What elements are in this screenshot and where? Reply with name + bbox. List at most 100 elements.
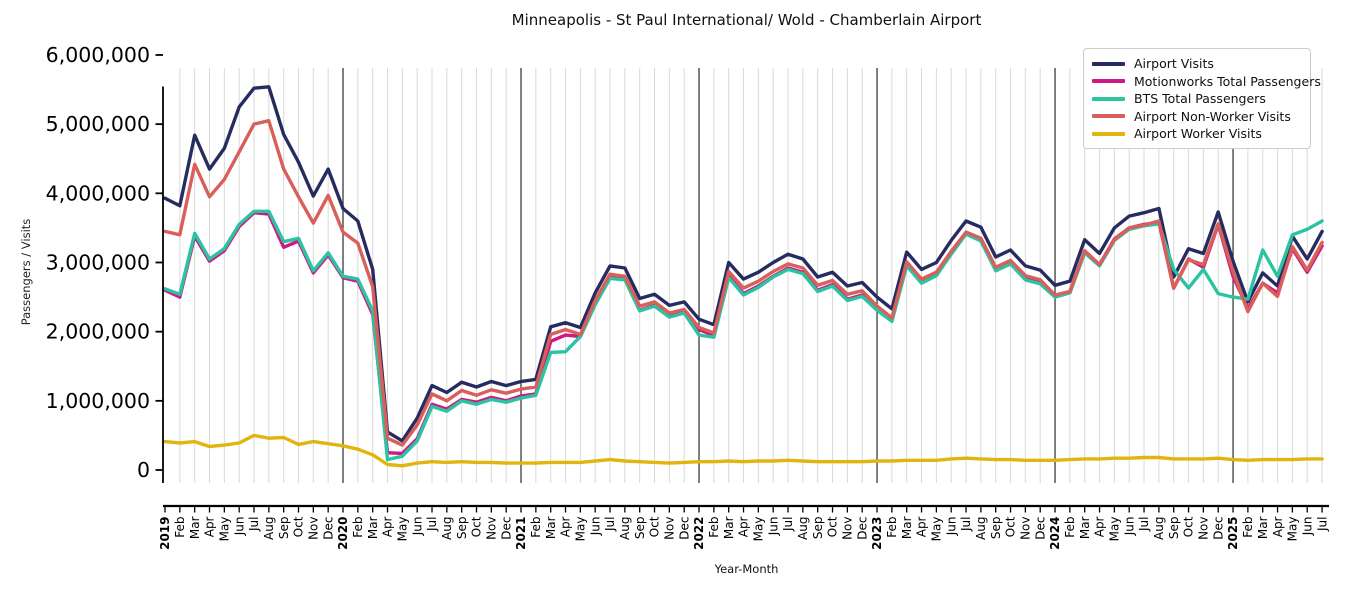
x-tick-label-month: Apr [1271, 516, 1285, 537]
x-tick-label-month: Nov [663, 517, 677, 540]
x-tick-label-year: 2021 [514, 517, 528, 550]
x-tick-label-month: Jul [1315, 517, 1329, 532]
series-line-airport-worker-visits [163, 433, 1324, 468]
x-tick-label-month: Jun [944, 517, 958, 537]
x-tick-label-month: Jul [603, 517, 617, 532]
x-tick-label-month: Feb [707, 517, 721, 538]
y-tick-label: 3,000,000 [46, 250, 150, 274]
x-tick-label-year: 2025 [1226, 517, 1240, 550]
x-tick-label-month: Oct [1182, 516, 1196, 537]
legend-item-label: BTS Total Passengers [1134, 91, 1266, 107]
x-tick-label-month: Nov [1197, 517, 1211, 540]
x-tick-label-month: Apr [915, 516, 929, 537]
legend: Airport Visits Motionworks Total Passenge… [1083, 48, 1321, 149]
x-tick-label-month: Apr [203, 516, 217, 537]
x-tick-label-month: Apr [381, 516, 395, 537]
x-tick-label-month: Aug [262, 517, 276, 540]
x-tick-label-month: Mar [1256, 516, 1270, 539]
x-tick-label-month: Jun [588, 517, 602, 537]
x-tick-label-month: May [396, 517, 410, 542]
x-tick-label-month: Oct [648, 516, 662, 537]
legend-line-swatch [1092, 61, 1125, 66]
x-tick-label-month: Nov [1019, 517, 1033, 540]
legend-item-airport-visits: Airport Visits [1084, 55, 1310, 73]
x-tick-label-month: Dec [1211, 517, 1225, 540]
x-tick-label-month: Jul [247, 517, 261, 532]
legend-line-swatch [1092, 79, 1125, 84]
x-tick-label-month: Dec [1033, 517, 1047, 540]
x-tick-label-month: Jun [766, 517, 780, 537]
x-tick-label-year: 2020 [336, 517, 350, 550]
x-tick-label-month: Dec [321, 517, 335, 540]
legend-item-airport-non-worker-visits: Airport Non-Worker Visits [1084, 108, 1310, 126]
x-tick-label-month: Feb [1241, 517, 1255, 538]
x-tick-label-month: May [574, 517, 588, 542]
legend-item-label: Motionworks Total Passengers [1134, 73, 1321, 89]
x-tick-label-month: Nov [307, 517, 321, 540]
chart-title: Minneapolis - St Paul International/ Wol… [511, 11, 982, 29]
x-tick-label-month: Jul [425, 517, 439, 532]
x-axis-label: Year-Month [714, 562, 779, 576]
x-tick-label-month: Apr [559, 516, 573, 537]
x-tick-label-month: Sep [277, 517, 291, 540]
x-tick-label-month: Sep [455, 517, 469, 540]
x-tick-label-month: Apr [737, 516, 751, 537]
legend-item-label: Airport Visits [1134, 56, 1214, 72]
x-tick-label-month: Mar [366, 516, 380, 539]
x-tick-label-month: May [1108, 517, 1122, 542]
x-tick-label-month: Dec [499, 517, 513, 540]
x-tick-label-month: Aug [974, 517, 988, 540]
x-tick-label-month: Mar [1078, 516, 1092, 539]
legend-item-airport-worker-visits: Airport Worker Visits [1084, 125, 1310, 143]
x-tick-label-month: Feb [529, 517, 543, 538]
x-tick-label-month: Jun [232, 517, 246, 537]
y-tick-label: 1,000,000 [46, 389, 150, 413]
x-tick-label-month: Mar [722, 516, 736, 539]
x-tick-label-month: May [218, 517, 232, 542]
legend-line-swatch [1092, 96, 1125, 101]
x-tick-label-month: Mar [188, 516, 202, 539]
x-tick-label-year: 2023 [870, 517, 884, 550]
x-tick-label-month: Sep [989, 517, 1003, 540]
x-tick-label-month: Mar [900, 516, 914, 539]
series-line-airport-visits [163, 85, 1324, 443]
x-tick-label-month: May [752, 517, 766, 542]
legend-item-label: Airport Worker Visits [1134, 126, 1262, 142]
x-tick-label-month: Jun [1300, 517, 1314, 537]
x-tick-label-month: Dec [855, 517, 869, 540]
x-tick-label-month: Jul [1137, 517, 1151, 532]
x-tick-label-month: Oct [292, 516, 306, 537]
y-axis: 0 1,000,000 2,000,000 3,000,000 4,000,000 5,0… [46, 43, 164, 483]
x-tick-label-month: Feb [1063, 517, 1077, 538]
x-tick-label-month: May [1286, 517, 1300, 542]
legend-item-bts-total-passengers: BTS Total Passengers [1084, 90, 1310, 108]
gridlines [179, 68, 1323, 483]
x-tick-label-month: Feb [173, 517, 187, 538]
x-tick-label-year: 2024 [1048, 517, 1062, 550]
x-tick-label-month: Jul [959, 517, 973, 532]
x-tick-label-month: May [930, 517, 944, 542]
x-tick-label-month: Sep [1167, 517, 1181, 540]
y-tick-label: 5,000,000 [46, 112, 150, 136]
x-tick-label-month: Jun [410, 517, 424, 537]
x-tick-label-month: Apr [1093, 516, 1107, 537]
x-tick-label-month: Oct [826, 516, 840, 537]
x-tick-label-month: Aug [440, 517, 454, 540]
x-tick-label-month: Nov [841, 517, 855, 540]
x-axis: 2019 Feb Mar Apr May Jun Jul Aug Sep Oct Nov Dec 202… [158, 504, 1329, 550]
y-tick-label: 6,000,000 [46, 43, 150, 67]
x-tick-label-month: Feb [885, 517, 899, 538]
y-tick-label: 4,000,000 [46, 181, 150, 205]
legend-line-swatch [1092, 131, 1125, 136]
x-tick-label-month: Oct [1004, 516, 1018, 537]
x-tick-label-month: Oct [470, 516, 484, 537]
x-tick-label-month: Sep [633, 517, 647, 540]
x-tick-label-month: Sep [811, 517, 825, 540]
series-line-airport-non-worker-visits [163, 118, 1324, 447]
legend-line-swatch [1092, 114, 1125, 119]
x-tick-label-month: Mar [544, 516, 558, 539]
x-tick-label-month: Aug [1152, 517, 1166, 540]
y-tick-label: 2,000,000 [46, 320, 150, 344]
